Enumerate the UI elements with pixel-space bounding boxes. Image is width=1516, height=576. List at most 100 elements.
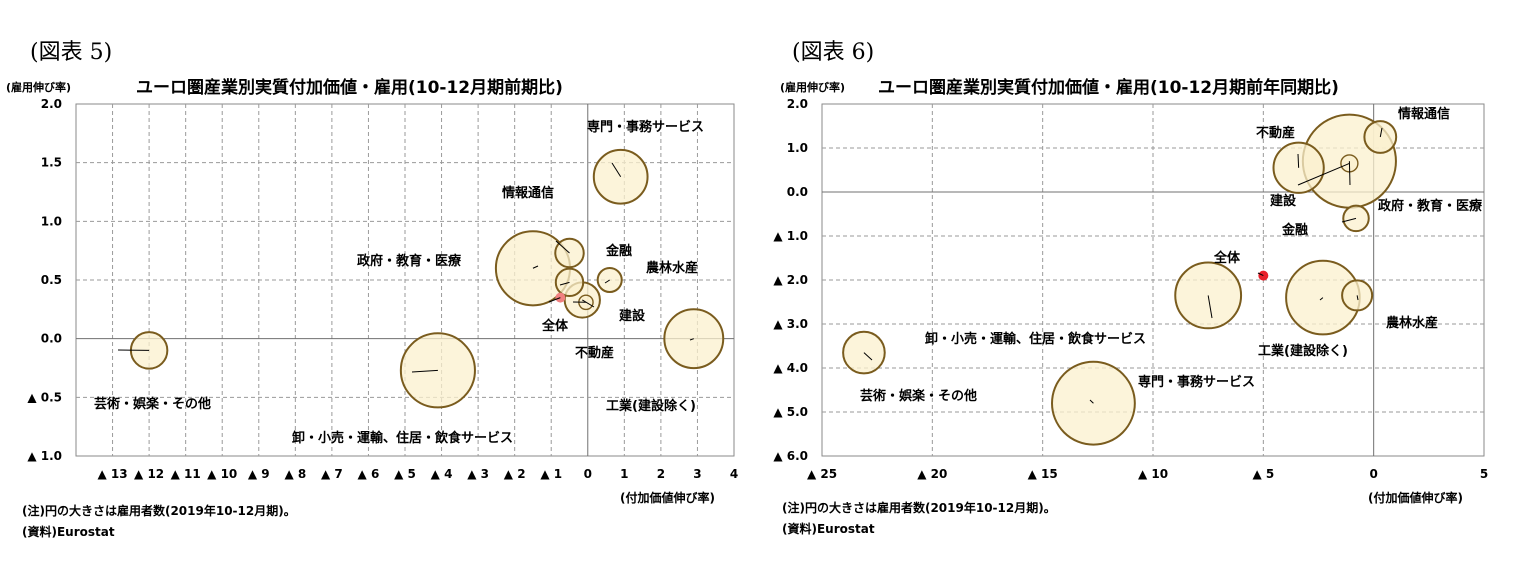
leader-line xyxy=(1341,217,1357,223)
chart-title: ユーロ圏産業別実質付加価値・雇用(10-12月期前年同期比) xyxy=(878,78,1339,98)
bubble-label: 不動産 xyxy=(575,345,614,361)
x-tick-label: ▲ 20 xyxy=(917,467,947,481)
leader-line xyxy=(555,240,570,254)
x-tick-label: ▲ 15 xyxy=(1028,467,1058,481)
bubble-label: 芸術・娯楽・その他 xyxy=(94,396,211,412)
leader-line xyxy=(1319,297,1324,301)
bubble-label: 情報通信 xyxy=(502,185,554,201)
chart-panel-right: (図表 6) (雇用伸び率) ユーロ圏産業別実質付加価値・雇用(10-12月期前… xyxy=(770,0,1516,576)
bubble-label: 建設 xyxy=(1270,193,1297,209)
leader-line xyxy=(1257,272,1264,277)
x-axis-label: (付加価値伸び率) xyxy=(1368,491,1463,505)
x-tick-label: ▲ 5 xyxy=(1252,467,1274,481)
x-tick-label: 0 xyxy=(584,467,592,481)
y-tick-label: ▲ 6.0 xyxy=(773,449,808,463)
chart-source: (資料)Eurostat xyxy=(22,525,115,539)
leader-line xyxy=(1207,295,1213,319)
y-tick-label: 0.0 xyxy=(41,332,62,346)
x-tick-label: ▲ 12 xyxy=(134,467,164,481)
bubble-label: 卸・小売・運輸、住居・飲食サービス xyxy=(925,331,1146,347)
figure-label: (図表 6) xyxy=(792,40,875,65)
x-tick-label: ▲ 25 xyxy=(807,467,837,481)
bubble-10 xyxy=(1051,360,1136,446)
bubble-chart: ▲ 13 ▲ 12 ▲ 11 ▲ 10 ▲ 9 ▲ 8 ▲ 7 ▲ 6 ▲ 5 ▲ 4 ▲ 3 ▲ 2… xyxy=(27,97,738,481)
bubble-label: 全体 xyxy=(541,318,569,334)
bubble-label: 専門・事務サービス xyxy=(1138,374,1255,390)
leader-line xyxy=(532,265,539,269)
chart-panel-left: (図表 5) (雇用伸び率) ユーロ圏産業別実質付加価値・雇用(10-12月期前… xyxy=(6,40,738,539)
bubble-label: 芸術・娯楽・その他 xyxy=(860,388,977,404)
bubble-label: 建設 xyxy=(619,308,646,324)
leader-line xyxy=(582,299,595,308)
leader-line xyxy=(1297,153,1300,168)
x-tick-label: ▲ 5 xyxy=(394,467,416,481)
y-tick-label: 0.5 xyxy=(41,273,62,287)
bubble-chart: ▲ 25 ▲ 20 ▲ 15 ▲ 10 ▲ 5 0 5 2.0 1.0 0.0 ▲ 1.0 ▲ 2.0… xyxy=(773,97,1488,481)
bubble-label: 政府・教育・医療 xyxy=(357,253,462,269)
x-tick-label: ▲ 11 xyxy=(171,467,201,481)
x-tick-label: 4 xyxy=(730,467,738,481)
y-tick-label: 2.0 xyxy=(41,97,62,111)
bubble-10 xyxy=(399,332,476,409)
bubble-label: 政府・教育・医療 xyxy=(1378,198,1483,214)
y-axis-label: (雇用伸び率) xyxy=(780,81,846,94)
chart-source: (資料)Eurostat xyxy=(782,522,875,536)
x-tick-label: 5 xyxy=(1480,467,1488,481)
x-tick-label: ▲ 2 xyxy=(504,467,526,481)
y-tick-label: ▲ 2.0 xyxy=(773,273,808,287)
bubble-9 xyxy=(842,330,886,375)
y-tick-label: ▲ 1.0 xyxy=(773,229,808,243)
bubble-0 xyxy=(592,148,649,205)
leader-line xyxy=(411,369,438,373)
x-tick-label: ▲ 6 xyxy=(358,467,380,481)
bubble-label: 農林水産 xyxy=(1386,315,1438,331)
leader-line xyxy=(559,281,570,286)
x-tick-label: ▲ 8 xyxy=(284,467,306,481)
x-tick-label: ▲ 3 xyxy=(467,467,489,481)
x-tick-label: ▲ 10 xyxy=(207,467,237,481)
bubble-label: 情報通信 xyxy=(1398,106,1450,122)
bubble-0 xyxy=(1363,120,1398,154)
x-tick-label: ▲ 13 xyxy=(98,467,128,481)
leader-line xyxy=(548,297,561,303)
chart-note: (注)円の大きさは雇用者数(2019年10-12月期)。 xyxy=(782,501,1056,515)
bubble-label: 専門・事務サービス xyxy=(587,119,704,135)
leader-line xyxy=(863,352,873,361)
bubble-label: 農林水産 xyxy=(646,260,698,276)
y-tick-label: 1.5 xyxy=(41,156,62,170)
y-tick-label: ▲ 1.0 xyxy=(27,449,62,463)
figure-label: (図表 5) xyxy=(30,40,113,65)
bubble-label: 卸・小売・運輸、住居・飲食サービス xyxy=(292,430,513,446)
y-axis-label: (雇用伸び率) xyxy=(6,81,72,94)
leader-line xyxy=(1297,162,1350,186)
y-tick-label: ▲ 5.0 xyxy=(773,405,808,419)
y-tick-label: ▲ 3.0 xyxy=(773,317,808,331)
y-tick-label: ▲ 0.5 xyxy=(27,390,62,404)
chart-title: ユーロ圏産業別実質付加価値・雇用(10-12月期前期比) xyxy=(136,78,563,98)
bubble-label: 金融 xyxy=(1281,222,1308,238)
bubble-label: 工業(建設除く) xyxy=(606,398,696,414)
x-tick-label: 0 xyxy=(1369,467,1377,481)
leader-line xyxy=(1356,295,1359,301)
bubble-6 xyxy=(1174,261,1243,330)
x-tick-label: 2 xyxy=(657,467,665,481)
leader-line xyxy=(1379,127,1383,138)
y-tick-label: 0.0 xyxy=(787,185,808,199)
chart-note: (注)円の大きさは雇用者数(2019年10-12月期)。 xyxy=(22,504,296,518)
y-tick-label: 1.0 xyxy=(787,141,808,155)
bubble-label: 金融 xyxy=(605,243,632,259)
x-tick-label: 3 xyxy=(693,467,701,481)
leader-line xyxy=(1348,161,1351,186)
bubble-total xyxy=(1258,270,1269,281)
bubble-label: 不動産 xyxy=(1256,125,1295,141)
bubble-label: 全体 xyxy=(1213,250,1241,266)
y-tick-label: 2.0 xyxy=(787,97,808,111)
x-tick-label: 1 xyxy=(620,467,628,481)
y-tick-label: 1.0 xyxy=(41,214,62,228)
x-tick-label: ▲ 9 xyxy=(248,467,270,481)
leader-line xyxy=(1089,399,1094,404)
leader-line xyxy=(604,279,610,284)
x-tick-label: ▲ 10 xyxy=(1138,467,1168,481)
bubble-label: 工業(建設除く) xyxy=(1258,343,1348,359)
x-axis-label: (付加価値伸び率) xyxy=(620,491,715,505)
